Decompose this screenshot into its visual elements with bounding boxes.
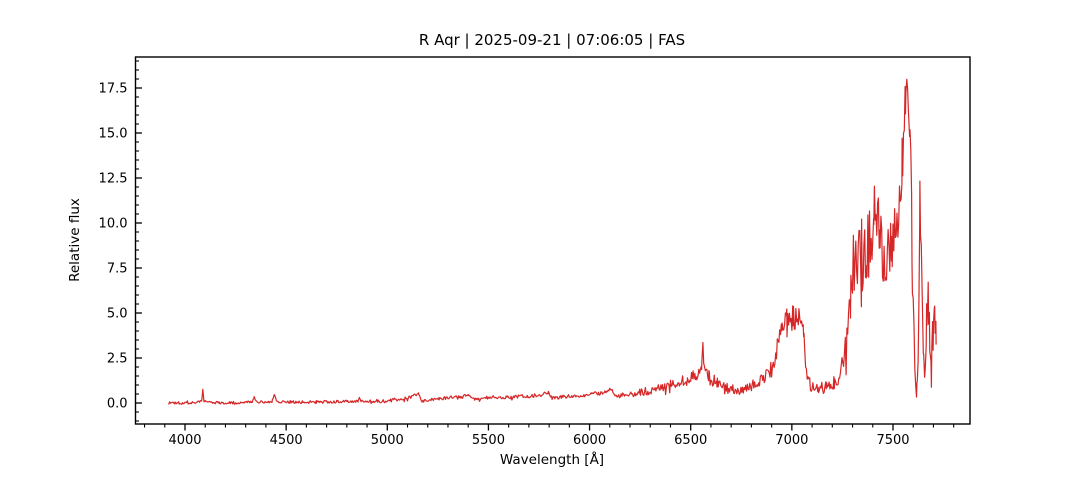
x-tick-label: 4500 xyxy=(270,433,303,448)
y-tick-label: 10.0 xyxy=(99,217,128,232)
y-tick-label: 5.0 xyxy=(107,307,128,322)
x-tick-label: 5000 xyxy=(371,433,404,448)
chart-title: R Aqr | 2025-09-21 | 07:06:05 | FAS xyxy=(418,31,686,49)
x-axis-label: Wavelength [Å] xyxy=(499,452,605,468)
y-tick-label: 0.0 xyxy=(107,397,128,412)
y-tick-label: 17.5 xyxy=(99,82,128,97)
spectrum-trace xyxy=(168,78,937,405)
y-tick-label: 15.0 xyxy=(99,127,128,142)
x-tick-label: 6500 xyxy=(674,433,707,448)
x-tick-label: 5500 xyxy=(472,433,505,448)
x-tick-label: 7500 xyxy=(876,433,909,448)
y-tick-label: 12.5 xyxy=(99,172,128,187)
plot-frame xyxy=(134,56,971,425)
y-tick-label: 2.5 xyxy=(107,352,128,367)
x-tick-label: 4000 xyxy=(168,433,201,448)
x-tick-label: 7000 xyxy=(775,433,808,448)
x-tick-label: 6000 xyxy=(573,433,606,448)
y-tick-label: 7.5 xyxy=(107,262,128,277)
